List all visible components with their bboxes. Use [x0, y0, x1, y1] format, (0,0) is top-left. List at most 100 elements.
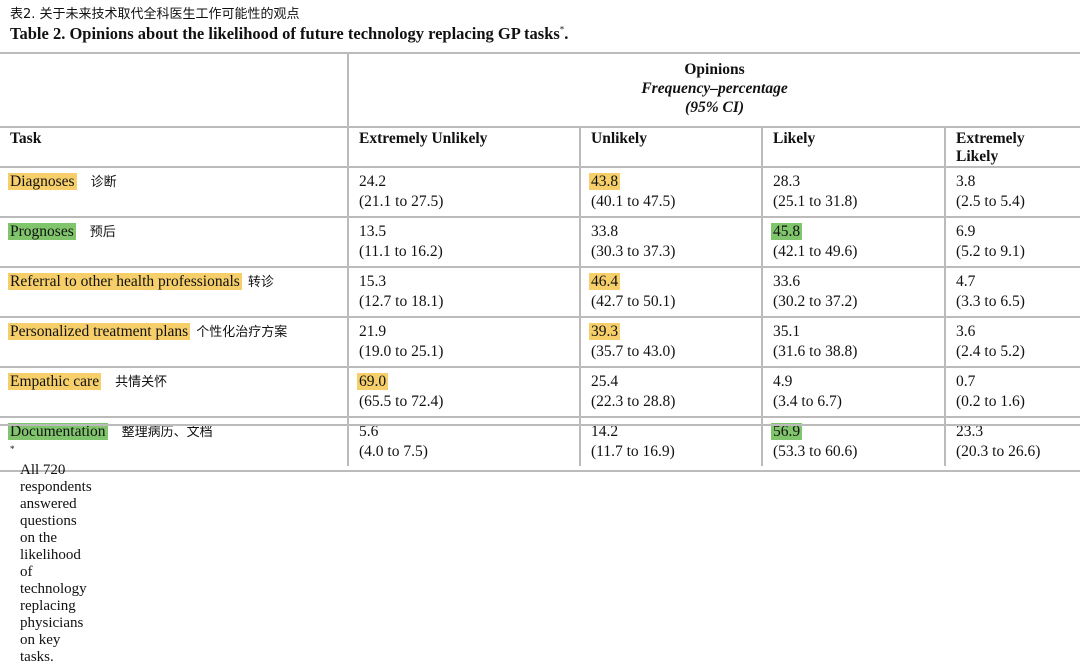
table-row: Referral to other health professionals 转诊…: [0, 266, 1080, 317]
confidence-interval: (30.3 to 37.3): [591, 243, 676, 260]
percentage-value: 4.7: [956, 273, 976, 290]
confidence-interval: (35.7 to 43.0): [591, 343, 676, 360]
task-label: Empathic care: [8, 373, 102, 390]
task-cell: Empathic care 共情关怀: [0, 366, 348, 417]
confidence-interval: (2.5 to 5.4): [956, 193, 1025, 210]
percentage-value: 25.4: [591, 373, 619, 390]
percentage-value: 35.1: [773, 323, 801, 340]
percentage-value: 39.3: [589, 323, 621, 340]
opinions-table: Opinions Frequency–percentage (95% CI) T…: [0, 52, 1080, 466]
percentage-value: 45.8: [771, 223, 803, 240]
confidence-interval: (21.1 to 27.5): [359, 193, 444, 210]
confidence-interval: (11.1 to 16.2): [359, 243, 443, 260]
confidence-interval: (31.6 to 38.8): [773, 343, 858, 360]
value-cell: 15.3 (12.7 to 18.1): [347, 266, 580, 317]
value-cell: 21.9 (19.0 to 25.1): [347, 316, 580, 367]
percentage-value: 14.2: [591, 423, 619, 440]
value-cell: 3.8 (2.5 to 5.4): [943, 166, 1080, 217]
empty-header-cell: [0, 52, 348, 127]
confidence-interval: (3.3 to 6.5): [956, 293, 1025, 310]
percentage-value: 46.4: [589, 273, 621, 290]
percentage-value: 15.3: [359, 273, 387, 290]
value-cell: 43.8 (40.1 to 47.5): [579, 166, 762, 217]
footnote-marker: *: [559, 24, 565, 35]
group-header-ci: (95% CI): [685, 99, 745, 116]
task-label-chinese: 个性化治疗方案: [196, 325, 288, 340]
confidence-interval: (11.7 to 16.9): [591, 443, 675, 460]
column-header: Task: [0, 126, 348, 167]
percentage-value: 69.0: [357, 373, 389, 390]
value-cell: 0.7 (0.2 to 1.6): [943, 366, 1080, 417]
task-label-chinese: 诊断: [90, 175, 117, 190]
percentage-value: 3.6: [956, 323, 976, 340]
value-cell: 4.9 (3.4 to 6.7): [761, 366, 945, 417]
value-cell: 33.8 (30.3 to 37.3): [579, 216, 762, 267]
percentage-value: 43.8: [589, 173, 621, 190]
value-cell: 24.2 (21.1 to 27.5): [347, 166, 580, 217]
percentage-value: 56.9: [771, 423, 803, 440]
confidence-interval: (5.2 to 9.1): [956, 243, 1025, 260]
confidence-interval: (20.3 to 26.6): [956, 443, 1041, 460]
footnote-marker: *: [10, 444, 15, 454]
confidence-interval: (3.4 to 6.7): [773, 393, 842, 410]
task-cell: Personalized treatment plans 个性化治疗方案: [0, 316, 348, 367]
percentage-value: 23.3: [956, 423, 984, 440]
task-label: Documentation: [8, 423, 108, 440]
value-cell: 4.7 (3.3 to 6.5): [943, 266, 1080, 317]
task-label: Referral to other health professionals: [8, 273, 242, 290]
task-label-chinese: 共情关怀: [115, 375, 168, 390]
percentage-value: 6.9: [956, 223, 976, 240]
value-cell: 25.4 (22.3 to 28.8): [579, 366, 762, 417]
percentage-value: 33.8: [591, 223, 619, 240]
task-label-chinese: 转诊: [247, 275, 274, 290]
task-label: Diagnoses: [8, 173, 77, 190]
percentage-value: 0.7: [956, 373, 976, 390]
table-title: Table 2. Opinions about the likelihood o…: [10, 24, 568, 44]
percentage-value: 5.6: [359, 423, 379, 440]
task-cell: Prognoses 预后: [0, 216, 348, 267]
column-header: Unlikely: [579, 126, 762, 167]
table-title-text: Table 2. Opinions about the likelihood o…: [10, 24, 560, 43]
table-row: Personalized treatment plans 个性化治疗方案 21.9 (…: [0, 316, 1080, 367]
group-header-title: Opinions: [684, 61, 745, 78]
group-header-subtitle: Frequency–percentage: [641, 80, 788, 97]
task-label-chinese: 整理病历、文档: [121, 425, 213, 440]
confidence-interval: (12.7 to 18.1): [359, 293, 444, 310]
confidence-interval: (19.0 to 25.1): [359, 343, 444, 360]
footnote: * All 720 respondents answered questions …: [0, 424, 1080, 665]
value-cell: 45.8 (42.1 to 49.6): [761, 216, 945, 267]
percentage-value: 4.9: [773, 373, 793, 390]
column-header: Likely: [761, 126, 945, 167]
confidence-interval: (42.7 to 50.1): [591, 293, 676, 310]
title-period: .: [564, 24, 569, 43]
confidence-interval: (53.3 to 60.6): [773, 443, 858, 460]
value-cell: 39.3 (35.7 to 43.0): [579, 316, 762, 367]
confidence-interval: (42.1 to 49.6): [773, 243, 858, 260]
value-cell: 46.4 (42.7 to 50.1): [579, 266, 762, 317]
confidence-interval: (65.5 to 72.4): [359, 393, 444, 410]
table-row: Diagnoses 诊断 24.2 (21.1 to 27.5) 43.8 (40.1 t…: [0, 166, 1080, 217]
confidence-interval: (25.1 to 31.8): [773, 193, 858, 210]
task-label-chinese: 预后: [89, 225, 116, 240]
percentage-value: 33.6: [773, 273, 801, 290]
percentage-value: 28.3: [773, 173, 801, 190]
value-cell: 33.6 (30.2 to 37.2): [761, 266, 945, 317]
confidence-interval: (2.4 to 5.2): [956, 343, 1025, 360]
table-row: Empathic care 共情关怀 69.0 (65.5 to 72.4) 25.4 (…: [0, 366, 1080, 417]
value-cell: 69.0 (65.5 to 72.4): [347, 366, 580, 417]
value-cell: 35.1 (31.6 to 38.8): [761, 316, 945, 367]
group-header: Opinions Frequency–percentage (95% CI): [346, 52, 1080, 127]
title-chinese: 表2. 关于未来技术取代全科医生工作可能性的观点: [10, 7, 300, 22]
task-label: Personalized treatment plans: [8, 323, 191, 340]
task-label: Prognoses: [8, 223, 76, 240]
footnote-text: All 720 respondents answered questions o…: [20, 462, 92, 665]
percentage-value: 21.9: [359, 323, 387, 340]
value-cell: 28.3 (25.1 to 31.8): [761, 166, 945, 217]
confidence-interval: (4.0 to 7.5): [359, 443, 428, 460]
confidence-interval: (0.2 to 1.6): [956, 393, 1025, 410]
confidence-interval: (22.3 to 28.8): [591, 393, 676, 410]
column-header: Extremely Likely: [943, 126, 1080, 167]
value-cell: 13.5 (11.1 to 16.2): [347, 216, 580, 267]
task-cell: Referral to other health professionals 转诊: [0, 266, 348, 317]
value-cell: 6.9 (5.2 to 9.1): [943, 216, 1080, 267]
